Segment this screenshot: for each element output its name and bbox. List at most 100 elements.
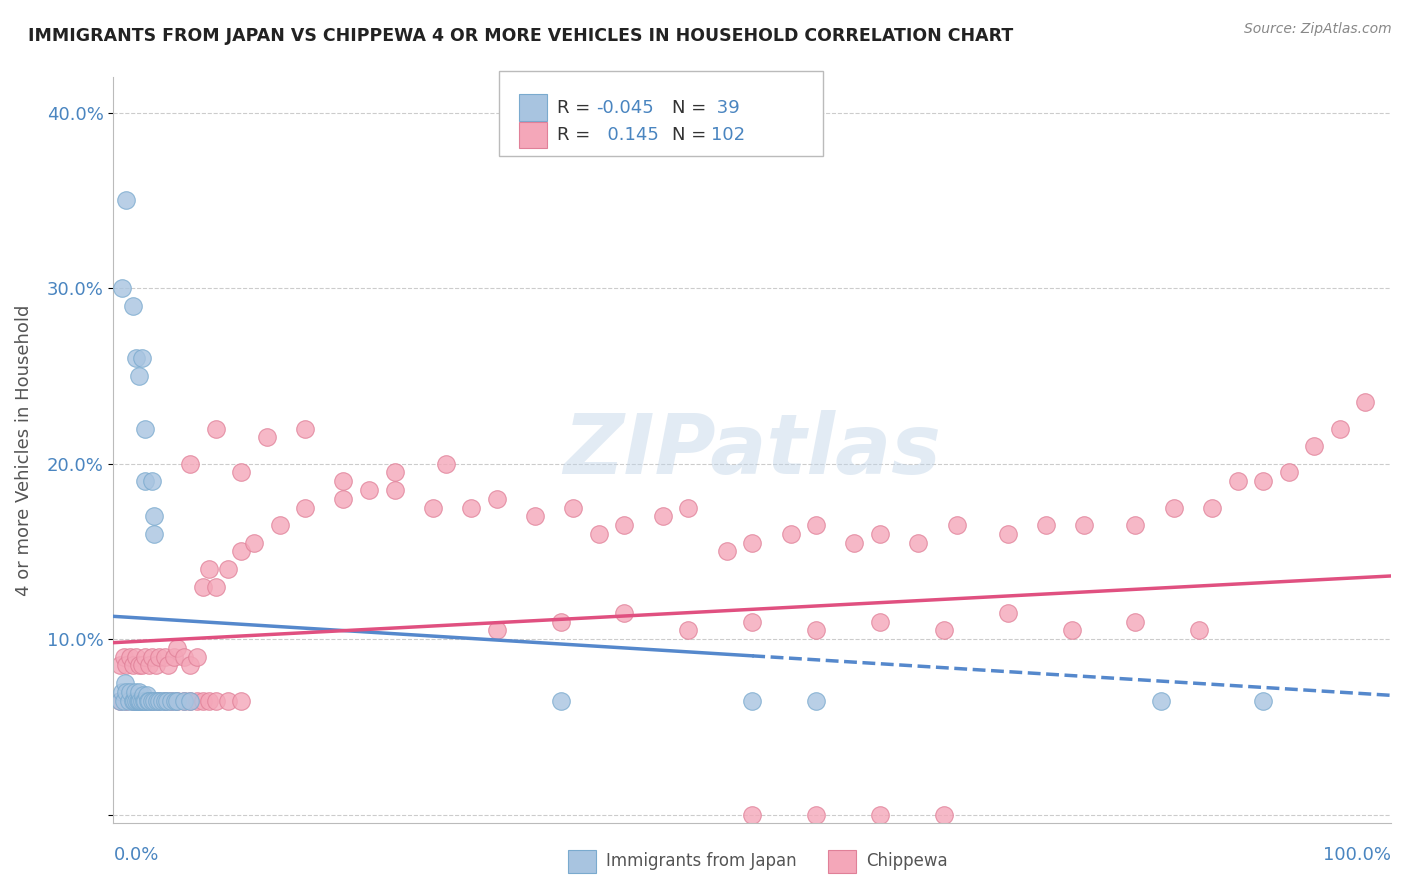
- Point: [128, 685, 150, 699]
- Point: [332, 491, 354, 506]
- Point: [204, 421, 226, 435]
- Point: [550, 693, 572, 707]
- Point: [153, 693, 176, 707]
- Point: [562, 500, 585, 515]
- Point: [1125, 615, 1147, 629]
- Point: [1125, 518, 1147, 533]
- Point: [134, 693, 156, 707]
- Point: [741, 807, 763, 822]
- Point: [741, 693, 763, 707]
- Point: [111, 281, 134, 295]
- Point: [173, 649, 195, 664]
- Point: [134, 421, 156, 435]
- Point: [128, 368, 150, 383]
- Point: [108, 658, 131, 673]
- Point: [932, 624, 955, 638]
- Point: [143, 509, 166, 524]
- Point: [422, 500, 444, 515]
- Point: [125, 649, 148, 664]
- Text: 100.0%: 100.0%: [1323, 846, 1391, 863]
- Point: [651, 509, 673, 524]
- Point: [111, 685, 134, 699]
- Point: [114, 676, 136, 690]
- Point: [779, 526, 801, 541]
- Point: [121, 693, 143, 707]
- Point: [162, 649, 184, 664]
- Point: [217, 693, 239, 707]
- Point: [804, 807, 827, 822]
- Point: [138, 693, 160, 707]
- Text: Source: ZipAtlas.com: Source: ZipAtlas.com: [1244, 22, 1392, 37]
- Point: [121, 693, 143, 707]
- Point: [1150, 693, 1173, 707]
- Point: [198, 693, 221, 707]
- Point: [124, 685, 146, 699]
- Text: 0.0%: 0.0%: [114, 846, 159, 863]
- Point: [150, 693, 173, 707]
- Point: [804, 624, 827, 638]
- Point: [108, 693, 131, 707]
- Point: [678, 500, 700, 515]
- Point: [294, 421, 316, 435]
- Point: [128, 693, 150, 707]
- Point: [138, 658, 160, 673]
- Point: [204, 693, 226, 707]
- Point: [434, 457, 457, 471]
- Point: [231, 544, 253, 558]
- Point: [131, 351, 153, 366]
- Point: [204, 580, 226, 594]
- Point: [613, 606, 636, 620]
- Point: [1251, 693, 1274, 707]
- Point: [134, 649, 156, 664]
- Point: [1201, 500, 1223, 515]
- Point: [166, 693, 188, 707]
- Point: [157, 658, 180, 673]
- Point: [108, 693, 131, 707]
- Point: [173, 693, 195, 707]
- Point: [269, 518, 291, 533]
- Point: [243, 535, 266, 549]
- Point: [148, 649, 170, 664]
- Point: [179, 457, 201, 471]
- Point: [613, 518, 636, 533]
- Point: [143, 526, 166, 541]
- Point: [741, 615, 763, 629]
- Point: [1226, 474, 1249, 488]
- Point: [1188, 624, 1211, 638]
- Point: [112, 693, 135, 707]
- Point: [145, 658, 167, 673]
- Point: [907, 535, 929, 549]
- Point: [945, 518, 967, 533]
- Point: [550, 615, 572, 629]
- Point: [156, 693, 179, 707]
- Point: [135, 689, 157, 703]
- Point: [1251, 474, 1274, 488]
- Point: [869, 807, 891, 822]
- Point: [121, 299, 143, 313]
- Point: [1354, 395, 1376, 409]
- Point: [869, 526, 891, 541]
- Point: [141, 649, 163, 664]
- Point: [166, 640, 188, 655]
- Point: [716, 544, 738, 558]
- Y-axis label: 4 or more Vehicles in Household: 4 or more Vehicles in Household: [15, 305, 32, 596]
- Point: [115, 693, 138, 707]
- Point: [485, 491, 508, 506]
- Text: 102: 102: [711, 126, 745, 144]
- Point: [115, 685, 138, 699]
- Point: [804, 693, 827, 707]
- Point: [148, 693, 170, 707]
- Text: Chippewa: Chippewa: [866, 852, 948, 870]
- Point: [134, 693, 156, 707]
- Point: [869, 615, 891, 629]
- Point: [997, 606, 1019, 620]
- Point: [844, 535, 866, 549]
- Point: [1035, 518, 1057, 533]
- Point: [186, 693, 208, 707]
- Point: [134, 474, 156, 488]
- Point: [153, 649, 176, 664]
- Point: [460, 500, 482, 515]
- Point: [524, 509, 547, 524]
- Point: [191, 693, 214, 707]
- Text: Immigrants from Japan: Immigrants from Japan: [606, 852, 797, 870]
